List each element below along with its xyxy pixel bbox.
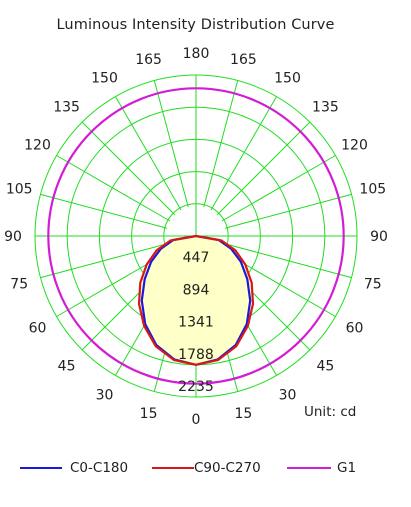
beam-fill — [139, 236, 253, 365]
beam-fill-area — [139, 236, 253, 365]
grid-spoke — [81, 121, 176, 216]
legend-label-g1: G1 — [337, 460, 357, 476]
angle-tick-labels: 0 15 15 30 30 45 45 60 60 75 75 90 90 105 105 120 120 135… — [4, 46, 388, 428]
angle-tick-label: 75 — [10, 276, 28, 292]
grid-spoke — [56, 155, 171, 222]
radial-tick-label: 447 — [183, 250, 210, 266]
legend-label-c90-c270: C90-C270 — [194, 460, 261, 476]
series-layer — [47, 87, 345, 385]
angle-tick-label: 180 — [183, 46, 210, 62]
legend-item-c90-c270: C90-C270 — [152, 456, 261, 480]
angle-tick-label: 90 — [370, 229, 388, 245]
series-line-g1 — [47, 87, 345, 385]
grid-spoke — [153, 80, 189, 208]
legend-swatch-c90-c270 — [152, 467, 194, 469]
radial-tick-label: 2235 — [178, 379, 214, 395]
angle-tick-label: 0 — [192, 412, 201, 428]
grid-spoke — [224, 243, 352, 279]
angle-tick-label: 165 — [135, 52, 162, 68]
series-line-c90-c270 — [137, 234, 255, 366]
grid-spoke — [40, 193, 168, 229]
grid-spoke — [216, 121, 311, 216]
radial-tick-label: 894 — [183, 282, 210, 298]
grid-spoke — [203, 80, 239, 208]
grid-spoke — [221, 155, 336, 222]
angle-tick-label: 135 — [53, 100, 80, 116]
angle-tick-label: 90 — [4, 229, 22, 245]
legend: C0-C180 C90-C270 G1 — [0, 456, 411, 480]
angle-tick-label: 165 — [230, 52, 257, 68]
legend-label-c0-c180: C0-C180 — [70, 460, 129, 476]
unit-label: Unit: cd — [304, 404, 357, 420]
angle-tick-label: 135 — [312, 100, 339, 116]
radial-tick-label: 1788 — [178, 347, 214, 363]
legend-item-g1: G1 — [287, 456, 356, 480]
angle-tick-label: 75 — [364, 276, 382, 292]
angle-tick-label: 45 — [316, 358, 334, 374]
radial-tick-label: 1341 — [178, 315, 214, 331]
angle-tick-label: 60 — [29, 321, 47, 337]
radial-tick-labels: 447 894 1341 1788 2235 — [178, 250, 214, 395]
grid-spoke — [210, 96, 277, 211]
chart-title: Luminous Intensity Distribution Curve — [56, 17, 335, 33]
angle-tick-label: 150 — [274, 71, 301, 87]
angle-tick-label: 105 — [6, 182, 33, 198]
angle-tick-label: 30 — [96, 388, 114, 404]
legend-swatch-c0-c180 — [20, 467, 62, 469]
angle-tick-label: 45 — [58, 358, 76, 374]
angle-tick-label: 120 — [24, 138, 51, 154]
angle-tick-label: 30 — [279, 388, 297, 404]
polar-chart: 447 894 1341 1788 2235 0 15 15 30 30 45 45 60 60 75 75… — [4, 46, 388, 428]
angle-tick-label: 15 — [234, 406, 252, 422]
angle-tick-label: 150 — [91, 71, 118, 87]
angle-tick-label: 15 — [140, 406, 158, 422]
grid-spoke — [40, 243, 168, 279]
grid-spoke — [115, 96, 182, 211]
legend-swatch-g1 — [287, 467, 331, 469]
grid-spoke — [224, 193, 352, 229]
legend-item-c0-c180: C0-C180 — [20, 456, 128, 480]
angle-tick-label: 120 — [341, 138, 368, 154]
angle-tick-label: 60 — [346, 321, 364, 337]
angle-tick-label: 105 — [359, 182, 386, 198]
